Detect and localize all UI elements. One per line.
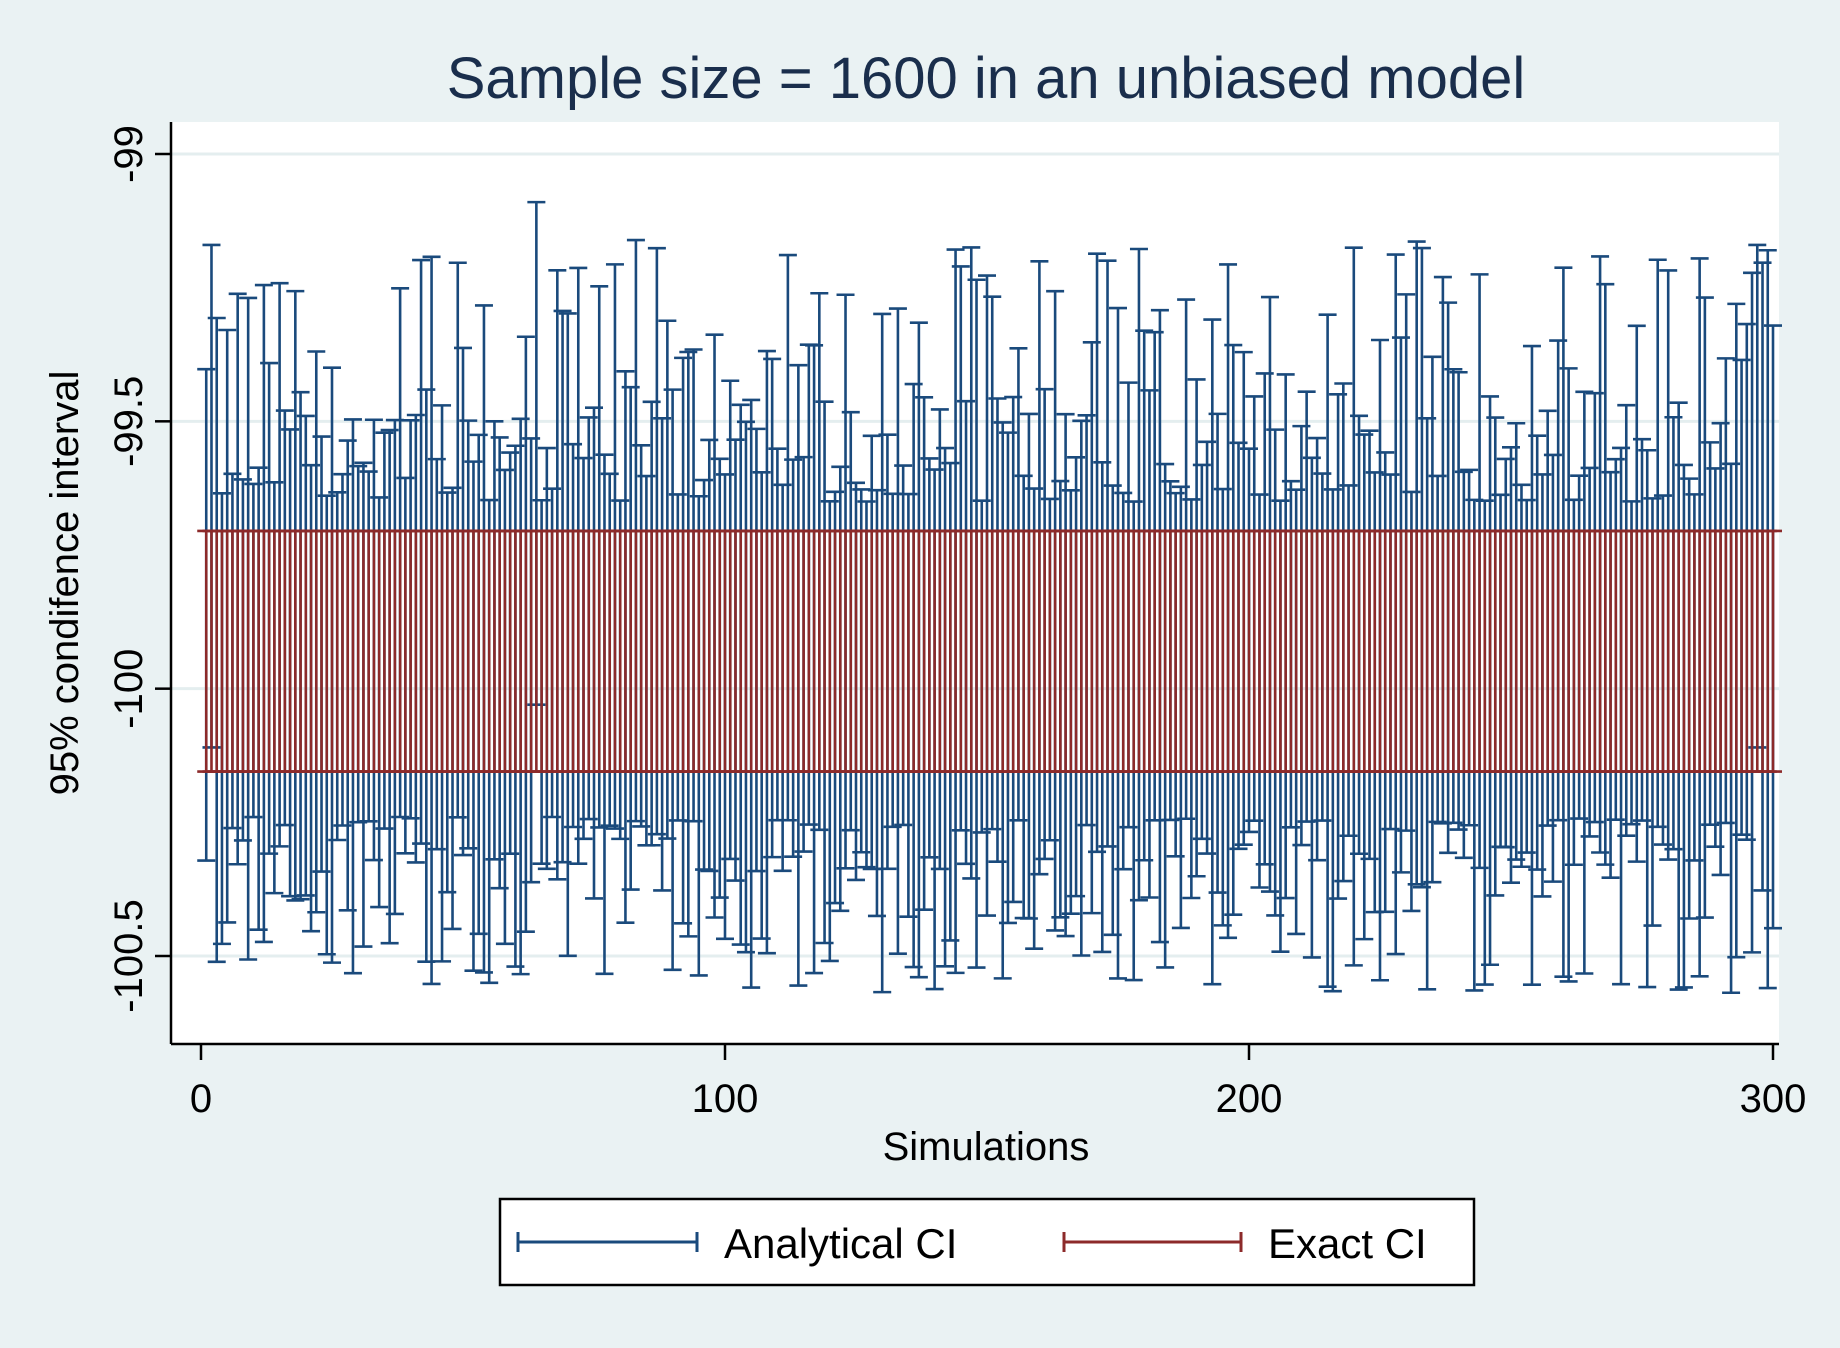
- x-tick-label: 0: [190, 1077, 212, 1121]
- axes: [169, 122, 1779, 1046]
- y-tick-label: -99.5: [107, 376, 151, 467]
- x-tick-label: 300: [1740, 1077, 1807, 1121]
- x-tick-label: 100: [692, 1077, 759, 1121]
- x-ticks: 0 100 200 300: [190, 1044, 1807, 1121]
- chart-title: Sample size = 1600 in an unbiased model: [447, 46, 1526, 111]
- y-tick-label: -100.5: [107, 899, 151, 1012]
- y-tick-label: -100: [107, 649, 151, 729]
- exact-ci-bar: [1764, 529, 1782, 773]
- legend-key-analytical: [516, 1232, 699, 1252]
- legend: Analytical CI Exact CI: [498, 1197, 1476, 1287]
- x-tick-label: 200: [1216, 1077, 1283, 1121]
- y-tick-label: -99: [107, 125, 151, 183]
- y-axis-label: 95% condifence interval: [43, 371, 87, 796]
- legend-label-exact: Exact CI: [1268, 1220, 1427, 1267]
- legend-key-exact: [1062, 1232, 1243, 1252]
- x-axis-label: Simulations: [883, 1125, 1090, 1169]
- y-ticks: -99 -99.5 -100 -100.5: [107, 125, 171, 1013]
- exact-ci-series: [197, 529, 1782, 773]
- legend-label-analytical: Analytical CI: [724, 1220, 957, 1267]
